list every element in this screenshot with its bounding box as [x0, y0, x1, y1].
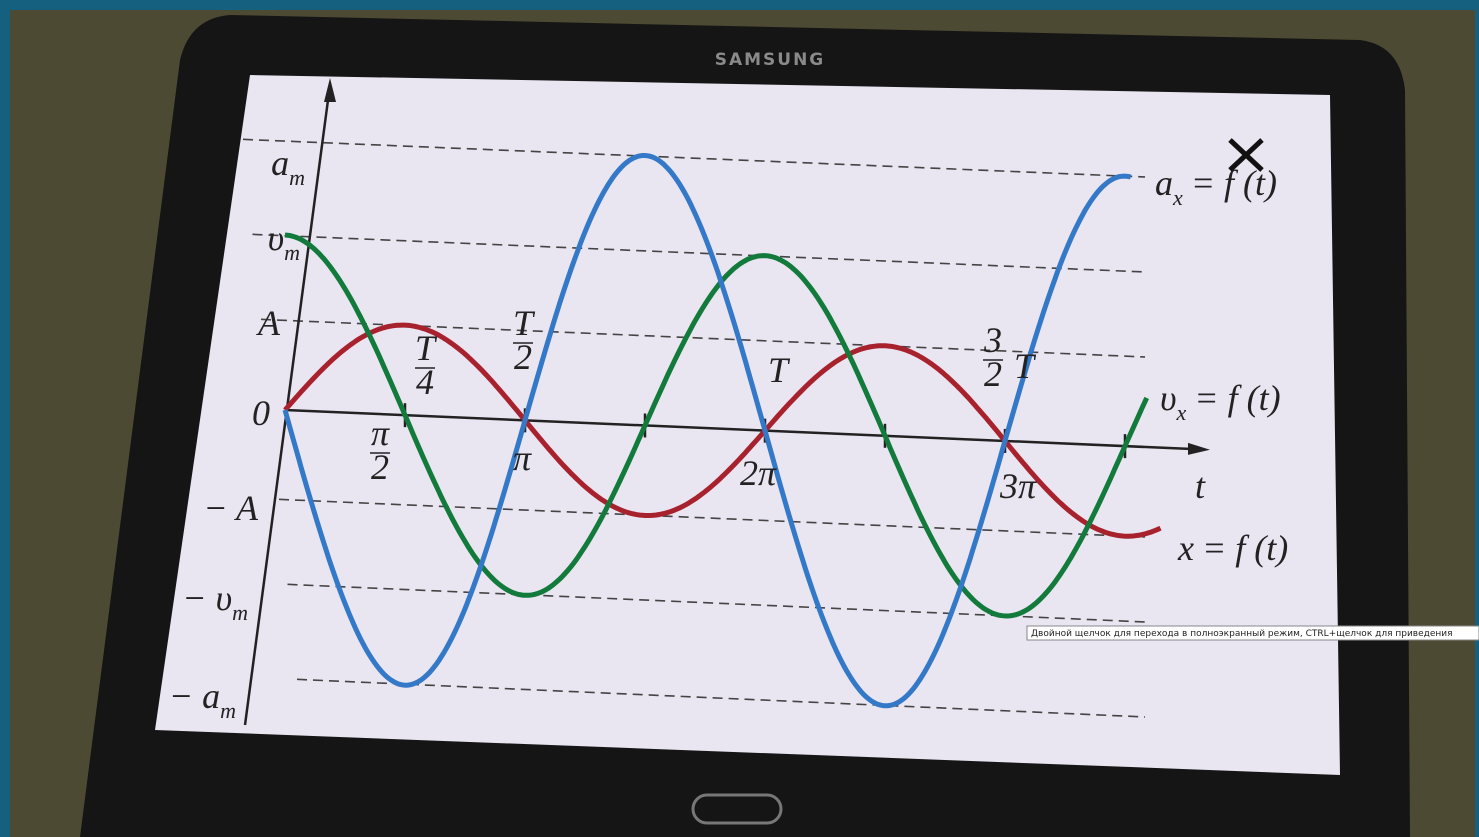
y-label-part: m [289, 165, 305, 190]
curve-label-part: x [1177, 528, 1194, 568]
period-label: T [768, 350, 791, 390]
curve-label-part: x [1172, 185, 1183, 210]
curve-label-part: = f (t) [1191, 163, 1277, 203]
y-label-part: m [284, 240, 300, 265]
y-label-part: − a [169, 676, 220, 716]
brand: SAMSUNG [715, 50, 826, 70]
phase-label: π [513, 438, 532, 478]
y-label-part: − A [203, 488, 259, 528]
period-label-den: 4 [416, 362, 434, 402]
curve-label-part: x [1176, 400, 1187, 425]
y-label-part: − υ [182, 578, 232, 618]
phase-label: 2π [740, 453, 777, 493]
curve-label-part: υ [1160, 378, 1177, 418]
period-label-den: 2 [984, 354, 1002, 394]
y-label-part: A [256, 303, 281, 343]
curve-label-part: = f (t) [1202, 528, 1288, 568]
curve-label: x= f (t) [1177, 528, 1288, 568]
y-label: A [256, 303, 281, 343]
tooltip-text: Двойной щелчок для перехода в полноэкран… [1031, 629, 1453, 639]
y-label-part: a [271, 143, 289, 183]
y-label-part: υ [268, 218, 285, 258]
y-label-part: 0 [252, 393, 270, 433]
phase-label: 3π [999, 466, 1037, 506]
y-label-part: m [232, 600, 248, 625]
page: SAMSUNG Двойной щелчок для перехода в по… [0, 0, 1479, 837]
axis-label: t [1195, 466, 1206, 506]
y-label: − A [203, 488, 259, 528]
screenshot: SAMSUNG Двойной щелчок для перехода в по… [0, 0, 1479, 837]
phase-label-den: 2 [371, 447, 389, 487]
curve-label-part: a [1155, 163, 1173, 203]
period-label: T [1014, 346, 1037, 386]
y-label-part: m [220, 698, 236, 723]
curve-label-part: = f (t) [1194, 378, 1280, 418]
y-label: 0 [252, 393, 270, 433]
period-label-den: 2 [514, 337, 532, 377]
